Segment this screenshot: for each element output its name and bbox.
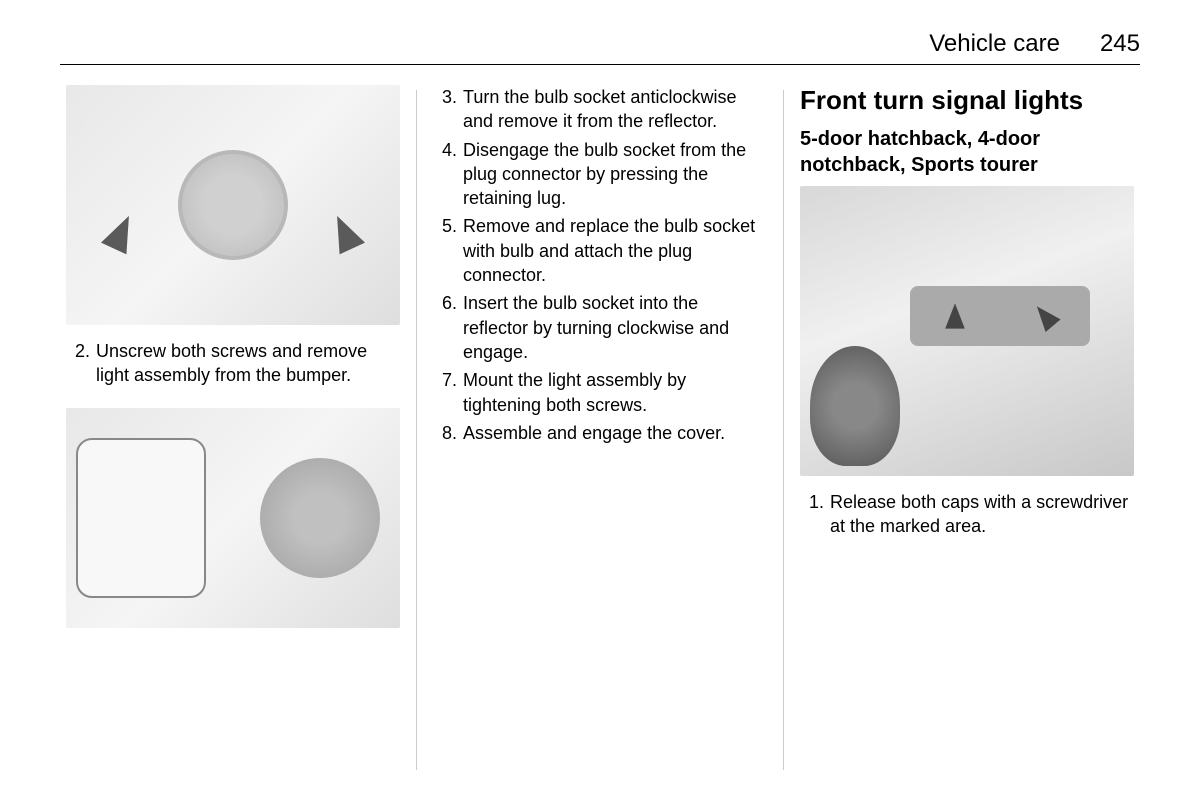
bumper-caps-icon bbox=[910, 286, 1090, 346]
step-number: 1. bbox=[800, 490, 824, 539]
page-number: 245 bbox=[1100, 30, 1140, 58]
step-text: Mount the light assembly by tightening b… bbox=[463, 368, 767, 417]
step-item: 8. Assemble and engage the cover. bbox=[433, 421, 767, 445]
figure-front-bumper-caps bbox=[800, 186, 1134, 476]
step-number: 6. bbox=[433, 291, 457, 364]
foglight-lens-icon bbox=[178, 150, 288, 260]
step-text: Release both caps with a screwdriver at … bbox=[830, 490, 1134, 539]
step-number: 4. bbox=[433, 138, 457, 211]
step-item: 2. Unscrew both screws and remove light … bbox=[66, 339, 400, 388]
column-divider bbox=[783, 90, 784, 770]
step-item: 6. Insert the bulb socket into the refle… bbox=[433, 291, 767, 364]
step-text: Insert the bulb socket into the reflecto… bbox=[463, 291, 767, 364]
step-list: 3. Turn the bulb socket anticlockwise an… bbox=[433, 85, 767, 445]
column-divider bbox=[416, 90, 417, 770]
figure-fog-light-screws bbox=[66, 85, 400, 325]
step-list: 2. Unscrew both screws and remove light … bbox=[66, 339, 400, 388]
step-item: 7. Mount the light assembly by tightenin… bbox=[433, 368, 767, 417]
step-text: Remove and replace the bulb socket with … bbox=[463, 214, 767, 287]
section-title: Vehicle care bbox=[929, 30, 1060, 58]
step-text: Disengage the bulb socket from the plug … bbox=[463, 138, 767, 211]
subheading-variants: 5-door hatchback, 4-door notchback, Spor… bbox=[800, 126, 1134, 178]
column-1: 2. Unscrew both screws and remove light … bbox=[60, 85, 406, 770]
reflector-icon bbox=[260, 458, 380, 578]
wheel-icon bbox=[810, 346, 900, 466]
step-number: 7. bbox=[433, 368, 457, 417]
step-text: Unscrew both screws and remove light ass… bbox=[96, 339, 400, 388]
figure-bulb-socket bbox=[66, 408, 400, 628]
socket-callout-icon bbox=[76, 438, 206, 598]
step-number: 5. bbox=[433, 214, 457, 287]
step-item: 1. Release both caps with a screwdriver … bbox=[800, 490, 1134, 539]
arrow-icon bbox=[324, 210, 365, 254]
manual-page: Vehicle care 245 2. Unscrew both screws … bbox=[0, 0, 1200, 790]
step-number: 3. bbox=[433, 85, 457, 134]
column-2: 3. Turn the bulb socket anticlockwise an… bbox=[427, 85, 773, 770]
step-list: 1. Release both caps with a screwdriver … bbox=[800, 490, 1134, 539]
step-text: Turn the bulb socket anticlockwise and r… bbox=[463, 85, 767, 134]
step-item: 5. Remove and replace the bulb socket wi… bbox=[433, 214, 767, 287]
arrow-icon bbox=[945, 303, 965, 328]
column-3: Front turn signal lights 5-door hatchbac… bbox=[794, 85, 1140, 770]
content-columns: 2. Unscrew both screws and remove light … bbox=[60, 85, 1140, 770]
step-text: Assemble and engage the cover. bbox=[463, 421, 767, 445]
heading-front-turn-signal: Front turn signal lights bbox=[800, 85, 1134, 116]
step-item: 4. Disengage the bulb socket from the pl… bbox=[433, 138, 767, 211]
arrow-icon bbox=[1029, 300, 1060, 332]
arrow-icon bbox=[101, 210, 142, 254]
step-number: 8. bbox=[433, 421, 457, 445]
step-item: 3. Turn the bulb socket anticlockwise an… bbox=[433, 85, 767, 134]
page-header: Vehicle care 245 bbox=[60, 30, 1140, 65]
step-number: 2. bbox=[66, 339, 90, 388]
